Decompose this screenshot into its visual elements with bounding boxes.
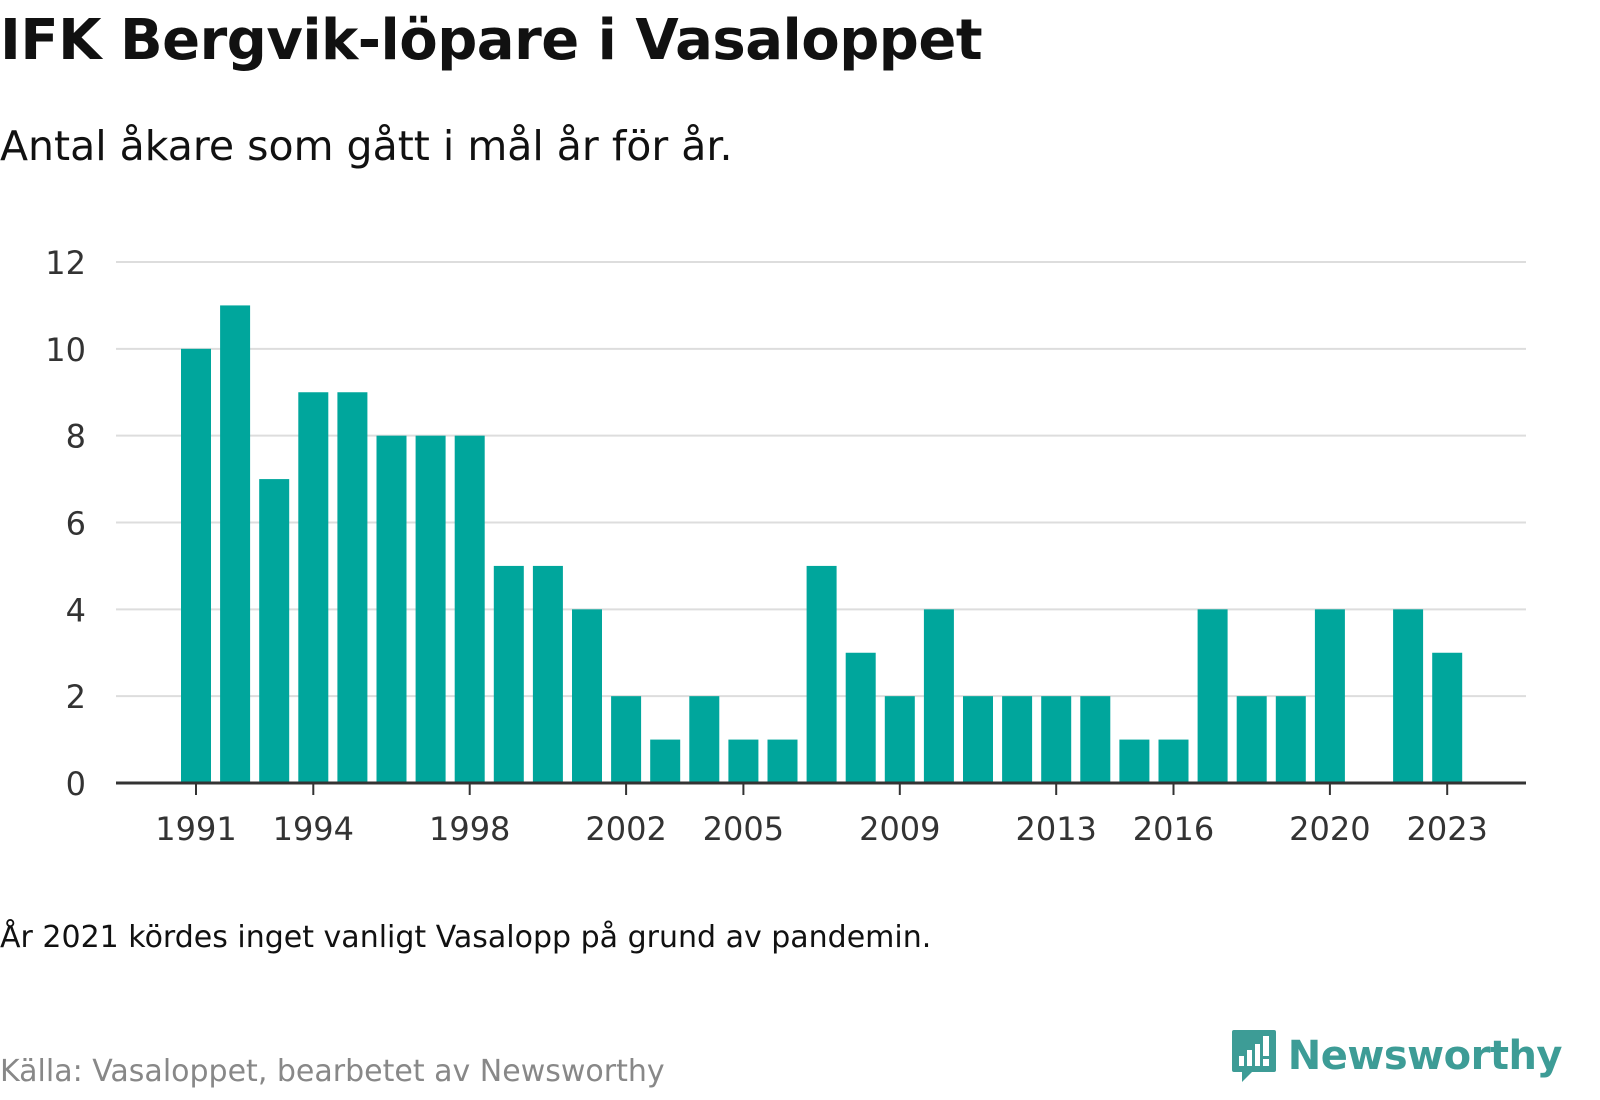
x-tick-label: 2005 [703, 810, 784, 848]
bar-2014 [1080, 696, 1111, 783]
bar-2015 [1119, 739, 1150, 783]
bar-2001 [572, 609, 602, 783]
tick-labels: 0 2 4 6 8 10 12 1991 1994 1998 2002 2005 2009 2013 201… [45, 244, 1488, 848]
bar-1993 [259, 479, 290, 783]
x-tick-label: 2013 [1015, 810, 1096, 848]
bar-2023 [1432, 652, 1463, 783]
bar-chart: 0 2 4 6 8 10 12 1991 1994 1998 2002 2005 2009 2013 201… [45, 244, 1526, 848]
y-tick-label: 0 [66, 765, 86, 803]
bars [181, 305, 1463, 783]
bar-2010 [923, 609, 954, 783]
newsworthy-logo-icon [1231, 1030, 1276, 1082]
bar-2012 [1002, 696, 1033, 783]
bar-2019 [1275, 696, 1306, 783]
bar-2009 [884, 696, 915, 783]
brand-logo: Newsworthy [1230, 1028, 1563, 1084]
bar-2018 [1236, 696, 1267, 783]
x-tick-label: 2009 [859, 810, 940, 848]
bar-2000 [532, 565, 563, 783]
y-tick-label: 12 [45, 244, 86, 282]
y-tick-label: 6 [66, 505, 86, 543]
axes [116, 781, 1526, 795]
footnote: År 2021 kördes inget vanligt Vasalopp på… [0, 920, 932, 955]
y-tick-label: 10 [45, 331, 86, 369]
bar-2003 [650, 739, 681, 783]
bar-2022 [1393, 609, 1424, 783]
bar-2005 [728, 739, 759, 783]
source-credit: Källa: Vasaloppet, bearbetet av Newswort… [0, 1054, 665, 1089]
x-tick-label: 1994 [273, 810, 354, 848]
y-tick-label: 2 [66, 678, 86, 716]
y-tick-label: 8 [66, 418, 86, 456]
x-tick-label: 2016 [1133, 810, 1214, 848]
chart-subtitle: Antal åkare som gått i mål år för år. [0, 122, 733, 170]
x-tick-label: 2002 [585, 810, 666, 848]
bar-1999 [493, 565, 524, 783]
bar-1998 [454, 435, 485, 783]
bar-2006 [767, 739, 798, 783]
bar-1997 [415, 435, 446, 783]
y-tick-label: 4 [66, 591, 86, 629]
x-tick-label: 1991 [155, 810, 236, 848]
bar-2004 [689, 696, 720, 783]
x-tick-label: 1998 [429, 810, 510, 848]
bar-1992 [220, 305, 251, 783]
bar-1991 [181, 348, 211, 783]
chart-title: IFK Bergvik-löpare i Vasaloppet [0, 8, 983, 73]
bar-2013 [1041, 696, 1072, 783]
bar-1994 [298, 392, 329, 783]
bar-2007 [806, 565, 837, 783]
bar-2020 [1314, 609, 1345, 783]
bar-1995 [337, 392, 368, 783]
bar-2017 [1197, 609, 1228, 783]
bar-2002 [611, 696, 642, 783]
x-tick-label: 2023 [1406, 810, 1487, 848]
bar-2016 [1158, 739, 1189, 783]
bar-1996 [376, 435, 407, 783]
bar-2008 [845, 652, 876, 783]
x-tick-label: 2020 [1289, 810, 1370, 848]
brand-name: Newsworthy [1287, 1033, 1563, 1079]
bar-2011 [963, 696, 993, 783]
